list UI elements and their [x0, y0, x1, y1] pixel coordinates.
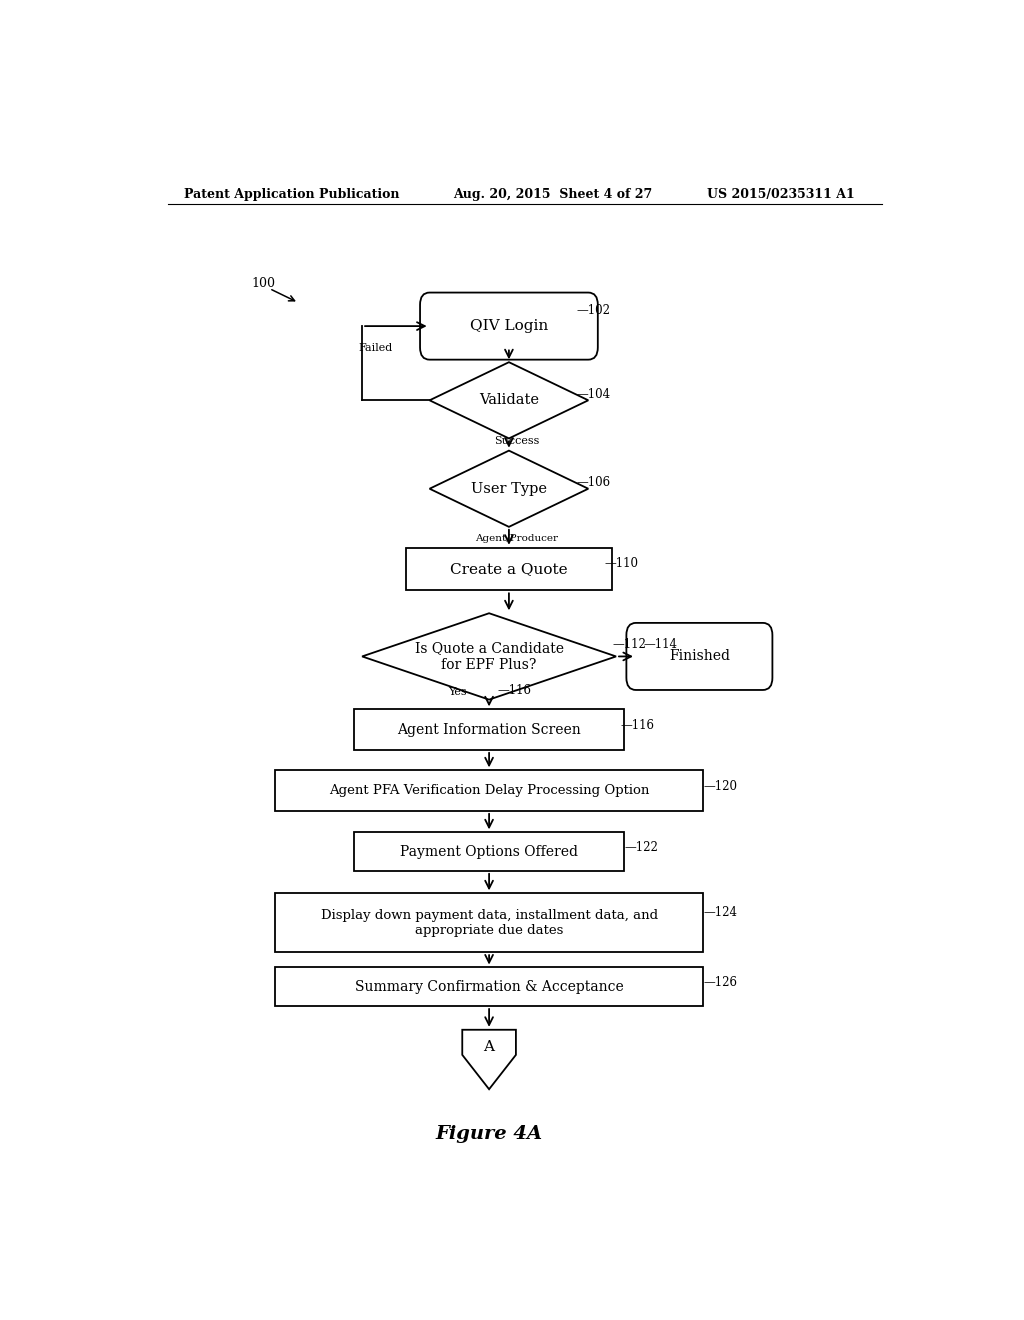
- Text: —116: —116: [497, 684, 531, 697]
- Text: Agent/Producer: Agent/Producer: [475, 533, 558, 543]
- Text: Success: Success: [495, 436, 540, 446]
- Text: —114: —114: [644, 638, 678, 651]
- Text: Validate: Validate: [479, 393, 539, 408]
- Text: Summary Confirmation & Acceptance: Summary Confirmation & Acceptance: [354, 979, 624, 994]
- FancyBboxPatch shape: [627, 623, 772, 690]
- Bar: [274, 894, 703, 952]
- Bar: [354, 833, 624, 871]
- Text: —122: —122: [624, 841, 657, 854]
- Polygon shape: [362, 614, 616, 700]
- Text: —102: —102: [577, 305, 610, 317]
- Text: —110: —110: [604, 557, 638, 570]
- Text: —120: —120: [703, 780, 737, 793]
- Text: User Type: User Type: [471, 482, 547, 496]
- Text: —104: —104: [577, 388, 610, 401]
- Text: Create a Quote: Create a Quote: [451, 562, 567, 576]
- Text: Agent PFA Verification Delay Processing Option: Agent PFA Verification Delay Processing …: [329, 784, 649, 797]
- Bar: [354, 709, 624, 750]
- Text: Failed: Failed: [358, 343, 392, 352]
- Text: 100: 100: [251, 277, 275, 290]
- Text: US 2015/0235311 A1: US 2015/0235311 A1: [708, 189, 855, 202]
- Text: Aug. 20, 2015  Sheet 4 of 27: Aug. 20, 2015 Sheet 4 of 27: [454, 189, 652, 202]
- Bar: [274, 771, 703, 810]
- Text: Payment Options Offered: Payment Options Offered: [400, 845, 579, 858]
- Text: QIV Login: QIV Login: [470, 319, 548, 333]
- Text: Patent Application Publication: Patent Application Publication: [183, 189, 399, 202]
- Bar: [406, 548, 612, 590]
- Text: A: A: [483, 1040, 495, 1055]
- Text: Finished: Finished: [669, 649, 730, 664]
- Polygon shape: [430, 362, 588, 438]
- Text: Agent Information Screen: Agent Information Screen: [397, 722, 581, 737]
- Text: Figure 4A: Figure 4A: [435, 1125, 543, 1143]
- Text: —106: —106: [577, 477, 610, 490]
- Text: Display down payment data, installment data, and
appropriate due dates: Display down payment data, installment d…: [321, 908, 657, 937]
- Text: —112: —112: [612, 638, 646, 651]
- Text: Is Quote a Candidate
for EPF Plus?: Is Quote a Candidate for EPF Plus?: [415, 642, 563, 672]
- Polygon shape: [462, 1030, 516, 1089]
- Text: —116: —116: [620, 719, 654, 733]
- Text: Yes: Yes: [449, 688, 467, 697]
- FancyBboxPatch shape: [420, 293, 598, 359]
- Text: —126: —126: [703, 977, 737, 989]
- Text: —124: —124: [703, 906, 737, 919]
- Bar: [274, 968, 703, 1006]
- Polygon shape: [430, 450, 588, 527]
